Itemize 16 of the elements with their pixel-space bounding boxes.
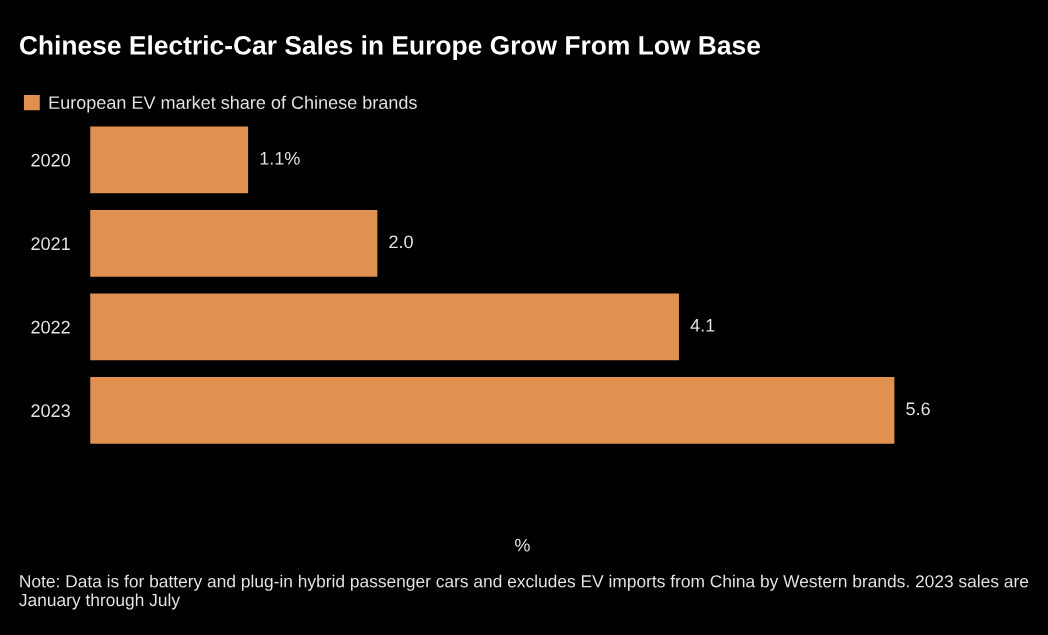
y-tick-label: 2023 <box>31 404 70 418</box>
data-label: 2.0 <box>389 235 413 249</box>
y-tick-label: 2021 <box>31 237 70 251</box>
bar <box>90 376 895 444</box>
chart-title: Chinese Electric-Car Sales in Europe Grow From Low Base <box>19 35 760 60</box>
y-tick-label: 2022 <box>31 320 70 334</box>
data-label: 1.1% <box>260 152 300 165</box>
legend-label: European EV market share of Chinese brands <box>49 95 417 113</box>
x-axis-title: % <box>515 538 530 552</box>
bar <box>90 293 679 361</box>
bar <box>90 209 378 277</box>
text: Note: Data is for battery and plug-in hybrid passenger cars and excludes EV imports from China by Western brands. 2023 sales are January through July <box>19 574 1029 610</box>
bar <box>90 126 249 194</box>
y-tick-label: 2020 <box>31 153 70 167</box>
data-label: 5.6 <box>906 402 930 416</box>
data-label: 4.1 <box>690 319 715 332</box>
